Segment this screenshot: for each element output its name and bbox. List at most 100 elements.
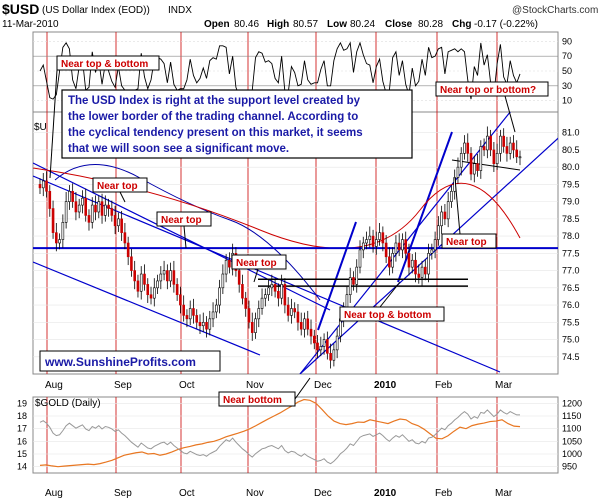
- candle-body: [48, 190, 52, 209]
- candle-body: [169, 270, 172, 282]
- annotation-near-top-2: Near top: [156, 211, 212, 249]
- website-label: www.SunshineProfits.com: [39, 350, 221, 372]
- axis-labels: Aug Aug Sep Sep Oct Oct Nov Nov Dec Dec 2010 2010 Fe…: [17, 36, 582, 499]
- gold-panel-label: $GOLD (Daily): [35, 398, 101, 409]
- candle-body: [440, 211, 443, 227]
- candle-body: [201, 321, 205, 327]
- candle-body: [286, 304, 290, 316]
- candle-body: [410, 259, 414, 268]
- price-tick-label: 80.5: [562, 145, 580, 155]
- annotation-near-bottom: Near bottom: [218, 377, 311, 407]
- candle-body: [224, 259, 228, 275]
- candle-body: [107, 204, 110, 209]
- candle-body: [358, 249, 362, 268]
- x-tick-label: Nov: [246, 380, 264, 391]
- candle-body: [87, 215, 91, 223]
- rsi-tick-label: 50: [562, 66, 572, 76]
- candle-body: [427, 253, 430, 275]
- candle-body: [499, 135, 502, 154]
- candle-body: [146, 284, 150, 296]
- candle-body: [397, 242, 401, 251]
- candle-body: [113, 215, 117, 227]
- usd-comparison-line: [39, 409, 520, 465]
- candle-body: [97, 201, 101, 213]
- gold-panel: [32, 396, 559, 474]
- rsi-tick-label: 90: [562, 36, 572, 46]
- candle-body: [479, 146, 483, 171]
- gold-left-tick-label: 16: [17, 436, 27, 446]
- candle-body: [185, 315, 189, 320]
- ticker-symbol: $USD: [2, 1, 39, 17]
- candle-body: [466, 142, 470, 154]
- x-tick-label: Mar: [495, 380, 513, 391]
- candle-body: [437, 225, 440, 240]
- callout-line-3: the cyclical tendency present on this ma…: [68, 127, 363, 139]
- svg-text:Near top & bottom: Near top & bottom: [344, 310, 431, 321]
- candle-body: [182, 304, 185, 316]
- svg-text:Near top: Near top: [236, 258, 277, 269]
- candle-body: [293, 308, 296, 313]
- candle-body: [211, 311, 215, 320]
- svg-text:Near top or bottom?: Near top or bottom?: [440, 85, 536, 96]
- candle-body: [401, 239, 404, 251]
- candle-body: [381, 232, 385, 244]
- candle-body: [309, 328, 313, 337]
- website-text: www.SunshineProfits.com: [44, 355, 196, 369]
- callout-line-2: the lower border of the trading channel.…: [68, 111, 358, 123]
- candle-body: [179, 294, 182, 306]
- candle-body: [319, 346, 323, 351]
- candle-body: [38, 184, 42, 189]
- svg-text:Near top: Near top: [161, 215, 202, 226]
- candle-body: [250, 321, 254, 333]
- candle-body: [384, 242, 388, 258]
- candle-body: [90, 204, 94, 223]
- candle-body: [156, 280, 159, 289]
- candle-body: [237, 270, 241, 285]
- candle-body: [205, 321, 208, 330]
- candle-body: [221, 273, 225, 289]
- candle-body: [139, 273, 143, 292]
- candle-body: [188, 308, 192, 320]
- gold-left-tick-label: 19: [17, 398, 27, 408]
- chart-annotations: Near top & bottom Near top Near top Near…: [49, 55, 549, 407]
- candle-body: [81, 197, 84, 206]
- open-value: 80.46: [234, 19, 259, 30]
- gold-x-tick-label: Sep: [114, 488, 132, 499]
- candle-body: [244, 297, 248, 309]
- candle-body: [482, 146, 486, 151]
- annotation-near-top-or-bottom: Near top or bottom?: [435, 81, 549, 133]
- candle-body: [159, 273, 163, 282]
- candle-body: [306, 318, 310, 330]
- gold-left-tick-label: 17: [17, 424, 27, 434]
- low-label: Low: [327, 19, 347, 30]
- candle-body: [394, 242, 398, 254]
- rally-line-2: [397, 131, 453, 283]
- close-label: Close: [385, 19, 413, 30]
- candle-body: [388, 256, 391, 268]
- candle-body: [149, 294, 153, 299]
- candle-body: [459, 153, 463, 168]
- candle-body: [228, 259, 231, 268]
- gold-right-tick-label: 1200: [562, 398, 582, 408]
- candle-body: [489, 135, 492, 151]
- callout-line-1: The USD Index is right at the support le…: [68, 95, 361, 107]
- high-label: High: [267, 19, 289, 30]
- annotation-near-top-1: Near top: [92, 177, 148, 203]
- candle-body: [172, 270, 176, 285]
- callout-line-4: that we will soon see a significant move…: [68, 143, 289, 155]
- exchange-label: INDX: [168, 5, 192, 16]
- low-value: 80.24: [350, 19, 375, 30]
- gold-series: [39, 398, 521, 468]
- price-tick-label: 80.0: [562, 162, 580, 172]
- candle-body: [433, 239, 437, 251]
- chart-date: 11-Mar-2010: [2, 19, 59, 30]
- candle-body: [136, 280, 140, 292]
- annotation-near-top-bottom-1: Near top & bottom: [49, 55, 160, 179]
- candle-body: [241, 284, 244, 299]
- gold-x-tick-label: Mar: [495, 488, 513, 499]
- candle-body: [378, 232, 381, 240]
- candle-body: [472, 163, 476, 175]
- candle-body: [41, 180, 45, 189]
- gold-x-tick-label: 2010: [374, 488, 397, 499]
